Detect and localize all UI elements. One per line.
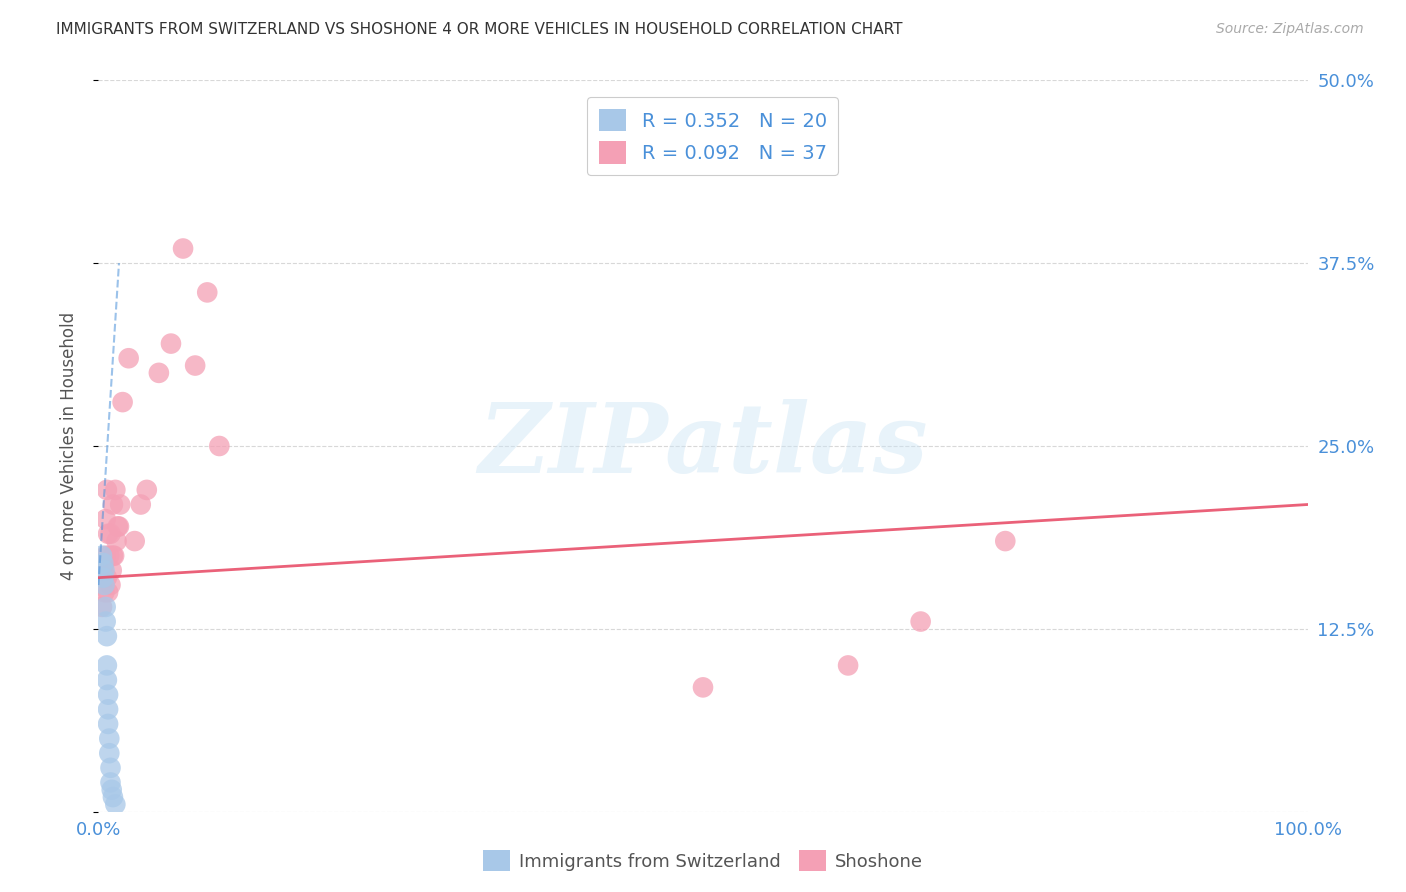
Point <box>184 359 207 373</box>
Point <box>124 534 146 549</box>
Point <box>96 483 118 497</box>
Point <box>96 571 118 585</box>
Point <box>97 702 120 716</box>
Point <box>108 498 131 512</box>
Point <box>91 556 114 570</box>
Point <box>91 599 114 614</box>
Point <box>108 519 131 533</box>
Point <box>97 688 120 702</box>
Point <box>98 549 121 563</box>
Point <box>98 746 121 760</box>
Text: IMMIGRANTS FROM SWITZERLAND VS SHOSHONE 4 OR MORE VEHICLES IN HOUSEHOLD CORRELAT: IMMIGRANTS FROM SWITZERLAND VS SHOSHONE … <box>56 22 903 37</box>
Point <box>91 563 114 577</box>
Point <box>96 629 118 643</box>
Point <box>93 578 115 592</box>
Point <box>107 519 129 533</box>
Point <box>172 242 194 256</box>
Point <box>994 534 1017 549</box>
Point <box>101 790 124 805</box>
Legend: Immigrants from Switzerland, Shoshone: Immigrants from Switzerland, Shoshone <box>475 843 931 879</box>
Point <box>135 483 157 497</box>
Point <box>97 585 120 599</box>
Point <box>98 731 121 746</box>
Point <box>91 549 114 563</box>
Point <box>148 366 170 380</box>
Point <box>94 512 117 526</box>
Point <box>100 761 122 775</box>
Point <box>104 483 127 497</box>
Point <box>100 782 122 797</box>
Point <box>111 395 134 409</box>
Point <box>100 563 122 577</box>
Point <box>105 534 128 549</box>
Point <box>208 439 231 453</box>
Point <box>96 673 118 687</box>
Point <box>692 681 714 695</box>
Point <box>100 578 122 592</box>
Point <box>94 599 117 614</box>
Legend: R = 0.352   N = 20, R = 0.092   N = 37: R = 0.352 N = 20, R = 0.092 N = 37 <box>588 97 838 176</box>
Point <box>91 571 114 585</box>
Point <box>100 526 122 541</box>
Point <box>97 717 120 731</box>
Point <box>94 549 117 563</box>
Y-axis label: 4 or more Vehicles in Household: 4 or more Vehicles in Household <box>59 312 77 580</box>
Point <box>100 775 122 789</box>
Point <box>103 549 125 563</box>
Point <box>837 658 859 673</box>
Point <box>195 285 218 300</box>
Point <box>101 549 124 563</box>
Point <box>93 563 115 577</box>
Text: Source: ZipAtlas.com: Source: ZipAtlas.com <box>1216 22 1364 37</box>
Text: ZIPatlas: ZIPatlas <box>478 399 928 493</box>
Point <box>94 615 117 629</box>
Point <box>118 351 141 366</box>
Point <box>97 526 120 541</box>
Point <box>160 336 183 351</box>
Point <box>93 585 115 599</box>
Point <box>93 556 115 570</box>
Point <box>101 498 124 512</box>
Point <box>129 498 152 512</box>
Point <box>96 658 118 673</box>
Point <box>910 615 932 629</box>
Point <box>104 797 127 812</box>
